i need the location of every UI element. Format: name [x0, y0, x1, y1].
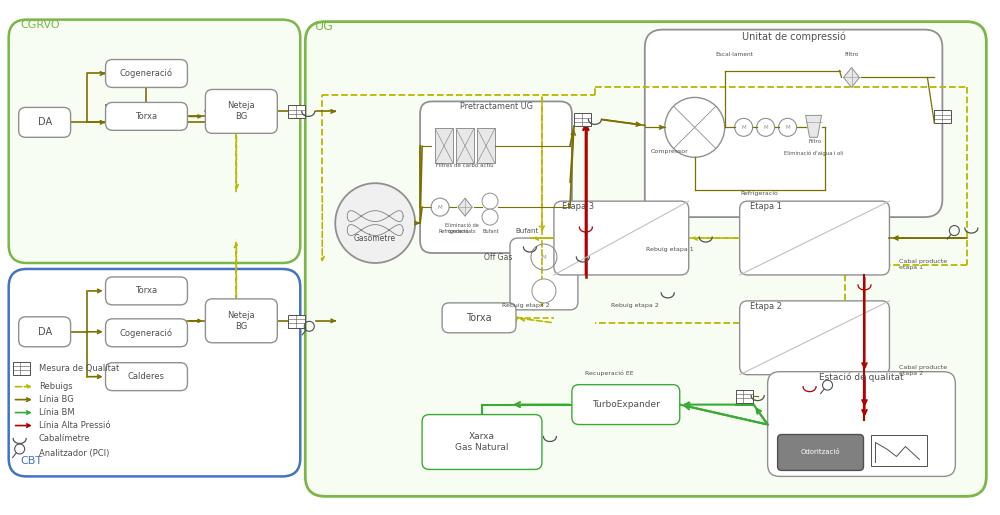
Text: M: M [542, 254, 546, 260]
FancyBboxPatch shape [645, 30, 942, 217]
Text: Cogeneració: Cogeneració [120, 68, 173, 78]
Text: Eliminació d'aigua i oli: Eliminació d'aigua i oli [784, 151, 843, 156]
FancyBboxPatch shape [106, 363, 187, 391]
Bar [574, 113, 591, 126]
Text: Neteja
BG: Neteja BG [228, 311, 255, 331]
Text: M: M [763, 125, 768, 130]
Text: Cabal producte
etapa 1: Cabal producte etapa 1 [899, 259, 948, 270]
Text: Etapa 2: Etapa 2 [750, 302, 782, 311]
Text: DA: DA [38, 327, 52, 337]
Text: Cabalímetre: Cabalímetre [39, 434, 90, 443]
FancyBboxPatch shape [740, 201, 889, 275]
Text: Odorització: Odorització [801, 450, 840, 455]
Text: Rebuig etapa 1: Rebuig etapa 1 [646, 247, 694, 252]
Circle shape [482, 209, 498, 225]
Bar [934, 110, 951, 124]
Text: Off Gas: Off Gas [484, 253, 512, 262]
FancyBboxPatch shape [106, 319, 187, 347]
Bar [13, 362, 30, 375]
Text: Recuperació EE: Recuperació EE [585, 370, 634, 375]
Text: Bufant: Bufant [483, 229, 499, 234]
Circle shape [335, 183, 415, 263]
Text: Línia BG: Línia BG [39, 395, 73, 404]
Text: Etapa 3: Etapa 3 [562, 202, 594, 211]
FancyBboxPatch shape [19, 108, 71, 138]
Polygon shape [806, 115, 822, 138]
Text: DA: DA [38, 117, 52, 127]
Text: Torxa: Torxa [135, 112, 158, 121]
FancyBboxPatch shape [420, 101, 572, 253]
FancyBboxPatch shape [205, 299, 277, 343]
Text: Refrigeració: Refrigeració [741, 191, 779, 196]
Text: TurboExpander: TurboExpander [592, 400, 660, 409]
Text: M: M [741, 125, 746, 130]
Text: Refrigeració: Refrigeració [438, 229, 468, 234]
Text: Estació de qualitat: Estació de qualitat [819, 372, 904, 382]
FancyBboxPatch shape [442, 303, 516, 333]
Text: Rebuigs: Rebuigs [39, 382, 72, 391]
Text: Torxa: Torxa [466, 313, 492, 323]
Text: Calderes: Calderes [128, 372, 165, 381]
Circle shape [665, 97, 725, 157]
Bar [736, 390, 753, 403]
Text: CBT: CBT [21, 456, 43, 467]
Bar [871, 435, 927, 467]
Polygon shape [458, 198, 472, 216]
Text: Rebuig etapa 2: Rebuig etapa 2 [611, 303, 659, 308]
Text: Xarxa
Gas Natural: Xarxa Gas Natural [455, 432, 509, 452]
Text: Analitzador (PCI): Analitzador (PCI) [39, 449, 109, 458]
Bar [477, 128, 495, 163]
FancyBboxPatch shape [205, 90, 277, 133]
Text: Pretractament UG: Pretractament UG [460, 102, 532, 111]
FancyBboxPatch shape [768, 372, 955, 476]
FancyBboxPatch shape [19, 317, 71, 347]
FancyBboxPatch shape [106, 277, 187, 305]
Text: Eliminació de
condensats: Eliminació de condensats [445, 224, 479, 234]
Bar [456, 128, 474, 163]
Text: Etapa 1: Etapa 1 [750, 202, 782, 211]
Text: Gasòmetre: Gasòmetre [354, 234, 396, 243]
Text: Línia Alta Pressió: Línia Alta Pressió [39, 421, 110, 430]
Bar [435, 128, 453, 163]
Text: M: M [438, 204, 442, 210]
FancyBboxPatch shape [422, 415, 542, 470]
Text: Compressor: Compressor [651, 149, 689, 154]
Text: Bufant: Bufant [515, 228, 538, 234]
FancyBboxPatch shape [572, 385, 680, 424]
Text: CGRVO: CGRVO [21, 20, 60, 30]
FancyBboxPatch shape [305, 22, 986, 496]
FancyBboxPatch shape [106, 60, 187, 88]
Bar [288, 106, 305, 118]
Text: Mesura de Qualitat: Mesura de Qualitat [39, 364, 119, 373]
Text: Unitat de compressió: Unitat de compressió [742, 31, 846, 42]
Text: Rebuig etapa 2: Rebuig etapa 2 [502, 303, 550, 308]
FancyBboxPatch shape [106, 102, 187, 130]
Text: M: M [785, 125, 790, 130]
FancyBboxPatch shape [554, 201, 689, 275]
Text: Filtro: Filtro [844, 52, 859, 57]
FancyBboxPatch shape [740, 301, 889, 375]
FancyBboxPatch shape [9, 20, 300, 263]
Text: Torxa: Torxa [135, 286, 158, 296]
Text: Neteja
BG: Neteja BG [228, 101, 255, 122]
Circle shape [532, 279, 556, 303]
Text: UG: UG [315, 20, 334, 32]
FancyBboxPatch shape [510, 238, 578, 310]
Text: Filtro: Filtro [808, 140, 821, 144]
Text: Cogeneració: Cogeneració [120, 328, 173, 337]
FancyBboxPatch shape [778, 435, 863, 470]
Circle shape [482, 193, 498, 209]
Polygon shape [844, 67, 860, 88]
Text: Escal·lament: Escal·lament [716, 52, 754, 57]
Bar [288, 315, 305, 328]
FancyBboxPatch shape [9, 269, 300, 476]
Text: Cabal producte
etapa 2: Cabal producte etapa 2 [899, 365, 948, 375]
Text: Filtres de carbó actiu: Filtres de carbó actiu [436, 163, 494, 168]
Text: Línia BM: Línia BM [39, 408, 74, 417]
